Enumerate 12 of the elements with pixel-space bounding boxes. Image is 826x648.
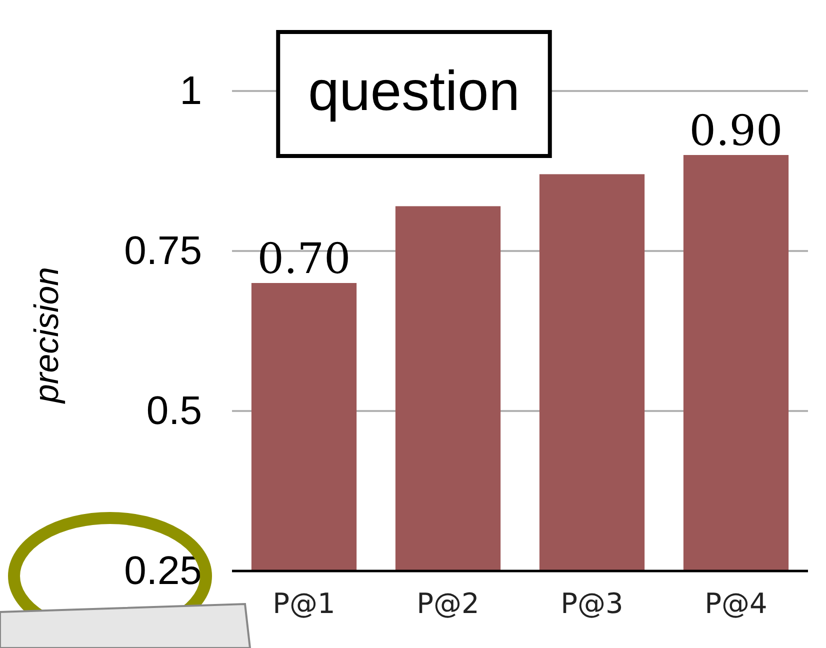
y-axis-title: precision — [28, 266, 66, 404]
x-tick-label: P@3 — [560, 586, 624, 620]
y-tick-label: 1 — [180, 68, 202, 113]
x-tick-label: P@1 — [272, 586, 336, 620]
data-label: 0.70 — [257, 234, 351, 283]
y-tick-label: 0.75 — [124, 228, 202, 273]
x-tick-label: P@2 — [416, 586, 480, 620]
annotation: question — [308, 59, 520, 122]
x-tick-label: P@4 — [704, 586, 768, 620]
y-tick-label: 0.5 — [146, 388, 202, 433]
y-tick-label: 0.25 — [124, 548, 202, 593]
data-label: 0.90 — [689, 106, 783, 155]
